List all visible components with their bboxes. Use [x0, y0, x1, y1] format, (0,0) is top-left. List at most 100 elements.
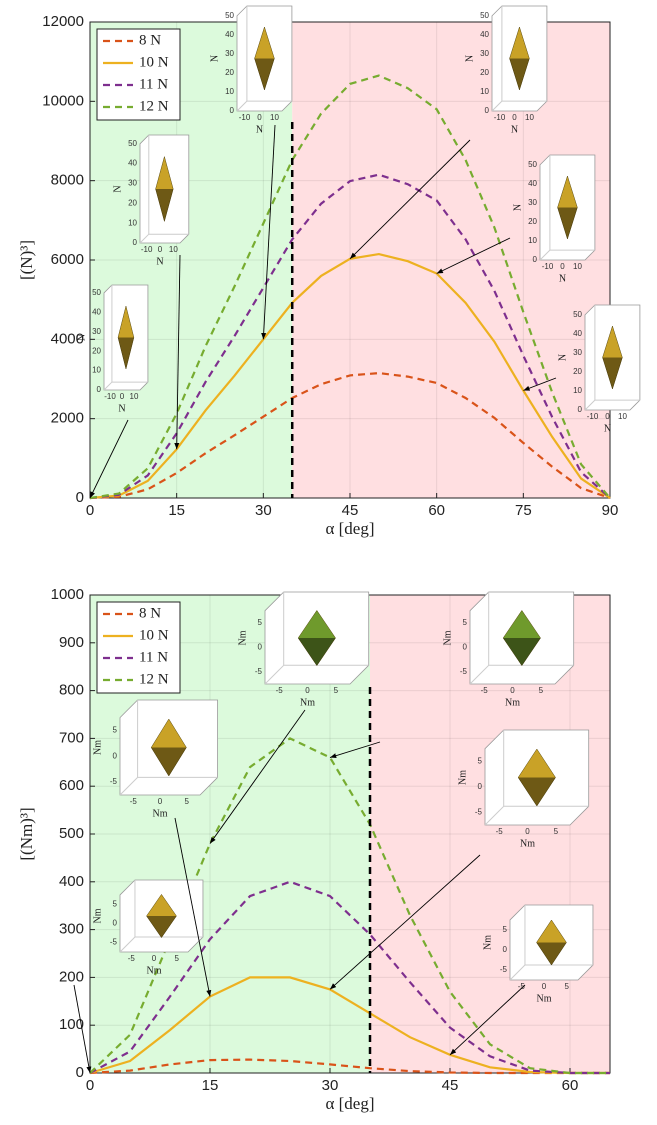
- inset-x-tick-label: 0: [152, 954, 157, 963]
- inset-z-label: Nm: [442, 630, 453, 645]
- inset-z-tick-label: -5: [255, 667, 263, 676]
- legend-label: 11 N: [139, 76, 168, 92]
- inset-z-tick-label: 30: [528, 198, 537, 207]
- inset-z-tick-label: 30: [128, 179, 137, 188]
- inset-z-tick-label: 5: [478, 757, 483, 766]
- inset-z-tick-label: 50: [92, 288, 101, 297]
- inset-z-tick-label: -5: [475, 807, 483, 816]
- inset-z-tick-label: 50: [225, 11, 234, 20]
- inset-z-label: N: [464, 55, 475, 62]
- inset-z-tick-label: 30: [225, 49, 234, 58]
- inset-x-label: Nm: [505, 697, 520, 708]
- inset-z-tick-label: 50: [128, 139, 137, 148]
- inset-x-tick-label: -10: [141, 245, 153, 254]
- y-tick-label: 2000: [51, 410, 84, 427]
- x-tick-label: 15: [202, 1077, 219, 1094]
- inset-x-tick-label: -5: [481, 686, 489, 695]
- inset-x-tick-label: 5: [539, 686, 544, 695]
- inset-z-tick-label: 10: [480, 87, 489, 96]
- x-tick-label: 60: [562, 1077, 579, 1094]
- inset-z-tick-label: 0: [533, 255, 538, 264]
- y-tick-label: 300: [59, 921, 84, 938]
- inset-x-label: N: [256, 124, 263, 135]
- inset-x-tick-label: -10: [494, 113, 506, 122]
- inset-z-label: Nm: [237, 630, 248, 645]
- inset-z-label: Nm: [482, 935, 493, 950]
- x-tick-label: 60: [428, 502, 445, 519]
- inset-x-tick-label: 0: [510, 686, 515, 695]
- inset-x-tick-label: 0: [158, 797, 163, 806]
- inset-x-tick-label: 5: [554, 827, 559, 836]
- x-tick-label: 90: [602, 502, 619, 519]
- y-tick-label: 800: [59, 682, 84, 699]
- inset-z-tick-label: 10: [573, 386, 582, 395]
- inset-x-tick-label: 5: [564, 982, 569, 991]
- inset-z-label: Nm: [92, 740, 103, 755]
- inset-z-tick-label: 30: [480, 49, 489, 58]
- inset-z-label: Nm: [457, 770, 468, 785]
- inset-x-label: Nm: [300, 697, 315, 708]
- inset-z-tick-label: 0: [97, 385, 102, 394]
- inset-x-tick-label: 0: [158, 245, 163, 254]
- inset-z-tick-label: 40: [92, 307, 101, 316]
- page: 0200040006000800010000120000153045607590…: [0, 0, 657, 1125]
- inset-z-label: Nm: [92, 908, 103, 923]
- x-tick-label: 0: [86, 1077, 94, 1094]
- inset-x-tick-label: 0: [525, 827, 530, 836]
- inset-x-tick-label: 0: [542, 982, 547, 991]
- y-tick-label: 900: [59, 634, 84, 651]
- y-tick-label: 8000: [51, 172, 84, 189]
- inset-z-label: N: [209, 55, 220, 62]
- x-tick-label: 15: [168, 502, 185, 519]
- inset-z-tick-label: 5: [503, 925, 508, 934]
- inset-x-tick-label: 10: [130, 392, 139, 401]
- inset-z-tick-label: -5: [500, 965, 508, 974]
- inset-z-tick-label: -5: [110, 938, 118, 947]
- legend-label: 10 N: [139, 54, 169, 70]
- legend-label: 8 N: [139, 32, 161, 48]
- inset-z-tick-label: 0: [133, 238, 138, 247]
- inset-z-tick-label: 40: [573, 329, 582, 338]
- y-tick-label: 12000: [42, 13, 84, 30]
- inset-x-tick-label: 10: [270, 113, 279, 122]
- inset-z-tick-label: -5: [110, 777, 118, 786]
- inset-z-tick-label: 0: [578, 405, 583, 414]
- inset-z-tick-label: 0: [485, 106, 490, 115]
- inset-z-tick-label: 5: [258, 618, 263, 627]
- inset-z-tick-label: 5: [113, 726, 118, 735]
- inset-x-tick-label: 10: [618, 412, 627, 421]
- inset-z-tick-label: 50: [573, 310, 582, 319]
- inset-x-tick-label: -10: [104, 392, 116, 401]
- inset-x-tick-label: -5: [518, 982, 526, 991]
- inset-x-label: Nm: [147, 965, 162, 976]
- x-tick-label: 30: [322, 1077, 339, 1094]
- y-axis-label: [(Nm)³]: [17, 807, 36, 860]
- inset-z-tick-label: 0: [230, 106, 235, 115]
- y-tick-label: 6000: [51, 251, 84, 268]
- inset-x-label: N: [559, 273, 566, 284]
- inset-x-tick-label: 5: [334, 686, 339, 695]
- inset-x-tick-label: -5: [130, 797, 138, 806]
- inset-z-tick-label: 50: [480, 11, 489, 20]
- inset-x-tick-label: 0: [120, 392, 125, 401]
- inset-z-tick-label: 10: [128, 218, 137, 227]
- inset-x-label: Nm: [537, 993, 552, 1004]
- x-tick-label: 0: [86, 502, 94, 519]
- inset-z-tick-label: 0: [478, 782, 483, 791]
- inset-z-tick-label: 10: [92, 366, 101, 375]
- x-tick-label: 30: [255, 502, 272, 519]
- inset-z-tick-label: 5: [113, 900, 118, 909]
- inset-z-tick-label: 30: [573, 348, 582, 357]
- inset-x-tick-label: 10: [573, 262, 582, 271]
- inset-x-tick-label: -10: [587, 412, 599, 421]
- inset-z-tick-label: 10: [528, 236, 537, 245]
- inset-z-tick-label: 0: [113, 919, 118, 928]
- inset-z-tick-label: 20: [480, 68, 489, 77]
- inset-x-tick-label: 0: [605, 412, 610, 421]
- inset-z-tick-label: -5: [460, 667, 468, 676]
- inset-x-label: N: [156, 256, 163, 267]
- inset-x-label: Nm: [153, 808, 168, 819]
- y-axis-label: [(N)³]: [17, 240, 36, 280]
- legend-label: 8 N: [139, 605, 161, 621]
- inset-x-tick-label: 5: [184, 797, 189, 806]
